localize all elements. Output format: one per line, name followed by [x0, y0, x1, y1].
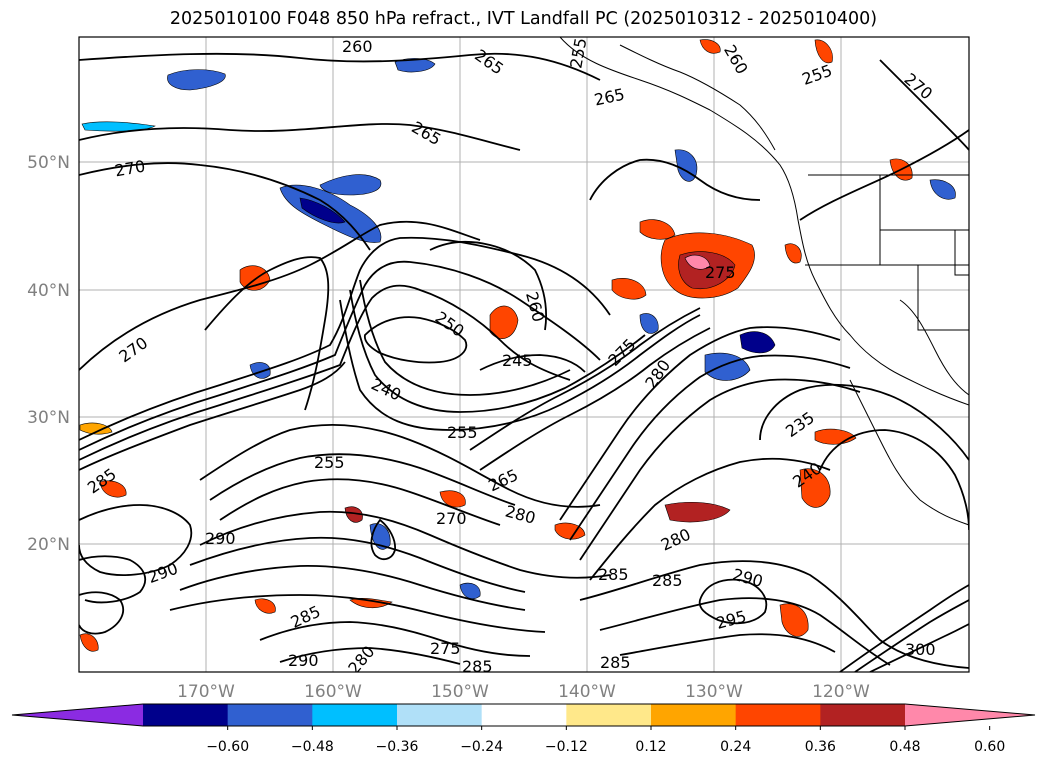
lon-label: 130°W — [685, 682, 743, 702]
colorbar-tick-label: −0.48 — [291, 739, 334, 755]
map-title: 2025010100 F048 850 hPa refract., IVT La… — [169, 9, 878, 29]
colorbar-segment — [143, 704, 229, 726]
colorbar-extend-min — [12, 704, 143, 726]
contour-label: 245 — [502, 351, 533, 370]
contour-label: 255 — [447, 423, 478, 442]
lon-label: 160°W — [304, 682, 362, 702]
contour-label: 270 — [436, 509, 467, 528]
plot-frame — [78, 36, 970, 673]
contour-label: 300 — [905, 640, 936, 659]
colorbar-outline — [11, 703, 1036, 727]
colorbar-tick-label: 0.36 — [805, 739, 836, 755]
colorbar-segment — [481, 704, 567, 726]
colorbar-segment — [397, 704, 483, 726]
contour-label: 290 — [288, 651, 319, 670]
colorbar-ticks: −0.60 −0.48 −0.36 −0.24 −0.12 0.12 0.24 0.36 0.4… — [206, 726, 1005, 755]
colorbar-tick-label: 0.60 — [974, 739, 1005, 755]
contour-label: 285 — [462, 657, 493, 676]
colorbar-segment — [227, 704, 313, 726]
colorbar-tick-label: 0.24 — [720, 739, 751, 755]
lat-label: 20°N — [27, 535, 70, 555]
refractivity-contours — [79, 52, 969, 672]
contour-label: 275 — [430, 639, 461, 658]
colorbar-tick-label: −0.24 — [460, 739, 503, 755]
contour-label: 275 — [705, 263, 736, 282]
contour-label: 285 — [600, 653, 631, 672]
lon-label: 140°W — [558, 682, 616, 702]
colorbar-tick-label: −0.60 — [206, 739, 249, 755]
contour-label: 255 — [314, 453, 345, 472]
colorbar-segment — [566, 704, 652, 726]
contour-label: 260 — [342, 37, 373, 56]
colorbar — [11, 703, 1036, 727]
lat-label: 30°N — [27, 408, 70, 428]
colorbar-tick-label: −0.12 — [545, 739, 588, 755]
lat-label: 50°N — [27, 153, 70, 173]
lon-label: 120°W — [812, 682, 870, 702]
plot-area — [79, 37, 969, 672]
anomaly-shading — [79, 39, 956, 652]
colorbar-segment — [735, 704, 821, 726]
longitude-labels: 170°W 160°W 150°W 140°W 130°W 120°W — [177, 682, 870, 702]
lat-label: 40°N — [27, 281, 70, 301]
colorbar-segment — [312, 704, 398, 726]
colorbar-extend-max — [905, 704, 1035, 726]
lon-label: 170°W — [177, 682, 235, 702]
colorbar-tick-label: 0.12 — [635, 739, 666, 755]
contour-label: 285 — [652, 571, 683, 590]
contour-label: 285 — [598, 565, 629, 584]
colorbar-tick-label: −0.36 — [376, 739, 419, 755]
colorbar-tick-label: 0.48 — [889, 739, 920, 755]
latitude-labels: 50°N 40°N 30°N 20°N — [27, 153, 70, 555]
lon-label: 150°W — [431, 682, 489, 702]
colorbar-segment — [651, 704, 737, 726]
colorbar-segment — [820, 704, 906, 726]
contour-label: 290 — [205, 529, 236, 548]
coastlines — [559, 37, 969, 526]
